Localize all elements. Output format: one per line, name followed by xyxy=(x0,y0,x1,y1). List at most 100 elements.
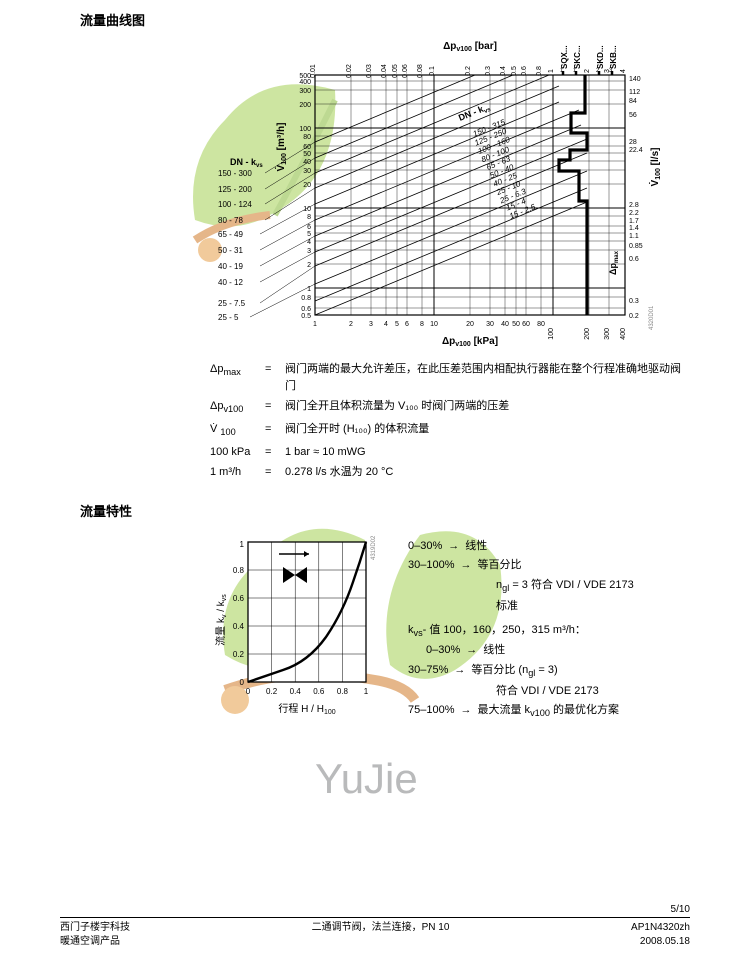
footer-left-1: 西门子楼宇科技 xyxy=(60,921,130,935)
svg-text:1: 1 xyxy=(240,540,245,549)
svg-text:56: 56 xyxy=(629,112,637,119)
svg-text:400: 400 xyxy=(299,79,311,86)
svg-text:1: 1 xyxy=(313,321,317,328)
svg-text:0.04: 0.04 xyxy=(381,64,388,78)
svg-text:40: 40 xyxy=(303,159,311,166)
svg-text:0.4: 0.4 xyxy=(500,66,507,76)
svg-text:0.2: 0.2 xyxy=(629,313,639,320)
svg-text:SKB...: SKB... xyxy=(609,45,618,69)
flow-curve-chart: 150 - 315 125 - 250 100 - 160 80 - 100 6… xyxy=(210,37,680,347)
svg-text:SQX...: SQX... xyxy=(560,45,569,69)
svg-text:40: 40 xyxy=(501,321,509,328)
svg-text:0.6: 0.6 xyxy=(313,687,325,696)
svg-text:1.1: 1.1 xyxy=(629,233,639,240)
svg-text:Δpmax: Δpmax xyxy=(608,250,620,275)
svg-text:80: 80 xyxy=(303,134,311,141)
svg-text:60: 60 xyxy=(522,321,530,328)
svg-text:0.8: 0.8 xyxy=(301,295,311,302)
svg-text:2: 2 xyxy=(307,262,311,269)
svg-text:Δpv100 [bar]: Δpv100 [bar] xyxy=(443,41,497,53)
flow-characteristic-text: 0–30%→线性 30–100%→等百分比 ngl = 3 符合 VDI / V… xyxy=(408,530,634,723)
definitions-list: Δpmax = 阀门两端的最大允许差压，在此压差范围内相配执行器能在整个行程准确… xyxy=(210,361,690,481)
svg-text:0.6: 0.6 xyxy=(521,66,528,76)
svg-text:2.8: 2.8 xyxy=(629,202,639,209)
svg-text:V̇100 [m³/h]: V̇100 [m³/h] xyxy=(275,123,288,172)
svg-text:0.3: 0.3 xyxy=(485,66,492,76)
svg-text:40 - 12: 40 - 12 xyxy=(218,278,243,287)
svg-text:28: 28 xyxy=(629,139,637,146)
svg-text:1.4: 1.4 xyxy=(629,225,639,232)
svg-text:80: 80 xyxy=(537,321,545,328)
svg-text:100: 100 xyxy=(299,126,311,133)
svg-text:5: 5 xyxy=(395,321,399,328)
svg-text:140: 140 xyxy=(629,76,641,83)
svg-text:2: 2 xyxy=(349,321,353,328)
page-footer: 5/10 西门子楼宇科技 暖通空调产品 二通调节阀，法兰连接，PN 10 AP1… xyxy=(60,904,690,949)
definition-row: 100 kPa = 1 bar ≈ 10 mWG xyxy=(210,444,690,461)
svg-text:DN - kvs: DN - kvs xyxy=(230,157,263,169)
svg-text:3: 3 xyxy=(307,248,311,255)
svg-text:1: 1 xyxy=(548,69,555,73)
svg-text:20: 20 xyxy=(466,321,474,328)
svg-text:65 - 49: 65 - 49 xyxy=(218,230,243,239)
page-number: 5/10 xyxy=(60,904,690,918)
svg-text:80 - 78: 80 - 78 xyxy=(218,216,243,225)
watermark-text: YuJie xyxy=(315,755,418,803)
definition-row: V̇ 100 = 阀门全开时 (H₁₀₀) 的体积流量 xyxy=(210,421,690,440)
svg-text:SKD...: SKD... xyxy=(596,45,605,69)
svg-text:4320D01: 4320D01 xyxy=(649,305,655,330)
svg-text:1.7: 1.7 xyxy=(629,218,639,225)
svg-text:0.3: 0.3 xyxy=(629,298,639,305)
svg-text:100: 100 xyxy=(548,328,555,340)
svg-text:30: 30 xyxy=(486,321,494,328)
definition-row: 1 m³/h = 0.278 l/s 水温为 20 °C xyxy=(210,464,690,481)
svg-text:0.5: 0.5 xyxy=(301,313,311,320)
svg-text:22.4: 22.4 xyxy=(629,147,643,154)
svg-text:150 - 300: 150 - 300 xyxy=(218,169,252,178)
definition-row: Δpmax = 阀门两端的最大允许差压，在此压差范围内相配执行器能在整个行程准确… xyxy=(210,361,690,394)
footer-center: 二通调节阀，法兰连接，PN 10 xyxy=(312,921,450,935)
svg-text:8: 8 xyxy=(307,214,311,221)
svg-text:10: 10 xyxy=(430,321,438,328)
section-title-flow-characteristic: 流量特性 xyxy=(80,501,690,520)
svg-text:V̇100 [l/s]: V̇100 [l/s] xyxy=(649,148,662,187)
svg-text:0.5: 0.5 xyxy=(511,66,518,76)
svg-text:SKC...: SKC... xyxy=(573,45,582,69)
svg-text:400: 400 xyxy=(620,328,627,340)
svg-text:2: 2 xyxy=(584,69,591,73)
svg-text:2.2: 2.2 xyxy=(629,210,639,217)
svg-text:50: 50 xyxy=(512,321,520,328)
svg-text:3: 3 xyxy=(369,321,373,328)
svg-text:20: 20 xyxy=(303,182,311,189)
section-title-flow-curve: 流量曲线图 xyxy=(80,10,690,29)
svg-text:500: 500 xyxy=(299,73,311,80)
svg-text:行程 H / H100: 行程 H / H100 xyxy=(278,702,335,716)
definition-row: Δpv100 = 阀门全开且体积流量为 V₁₀₀ 时阀门两端的压差 xyxy=(210,398,690,417)
svg-text:0.4: 0.4 xyxy=(290,687,302,696)
svg-text:1: 1 xyxy=(364,687,369,696)
svg-text:0.85: 0.85 xyxy=(629,243,643,250)
svg-text:4319D02: 4319D02 xyxy=(371,535,377,560)
svg-text:5: 5 xyxy=(307,231,311,238)
svg-text:0: 0 xyxy=(240,678,245,687)
svg-text:0.6: 0.6 xyxy=(629,256,639,263)
footer-right-2: 2008.05.18 xyxy=(631,935,690,949)
svg-text:112: 112 xyxy=(629,89,640,96)
svg-text:0.08: 0.08 xyxy=(417,64,424,78)
svg-text:30: 30 xyxy=(303,168,311,175)
svg-text:300: 300 xyxy=(604,328,611,340)
svg-text:125 - 200: 125 - 200 xyxy=(218,185,252,194)
svg-text:40 - 19: 40 - 19 xyxy=(218,262,243,271)
svg-text:0.2: 0.2 xyxy=(266,687,278,696)
svg-text:流量 kv / kvs: 流量 kv / kvs xyxy=(214,594,228,646)
svg-text:0.05: 0.05 xyxy=(392,64,399,78)
svg-text:50: 50 xyxy=(303,151,311,158)
svg-text:200: 200 xyxy=(584,328,591,340)
svg-text:0.03: 0.03 xyxy=(366,64,373,78)
svg-text:0.2: 0.2 xyxy=(465,66,472,76)
flow-characteristic-chart: 0 0.2 0.4 0.6 0.8 1 0 0.2 0.4 0.6 0.8 1 xyxy=(210,530,380,720)
svg-text:84: 84 xyxy=(629,98,637,105)
svg-text:0.8: 0.8 xyxy=(233,566,245,575)
svg-text:0.4: 0.4 xyxy=(233,622,245,631)
svg-text:0: 0 xyxy=(246,687,251,696)
